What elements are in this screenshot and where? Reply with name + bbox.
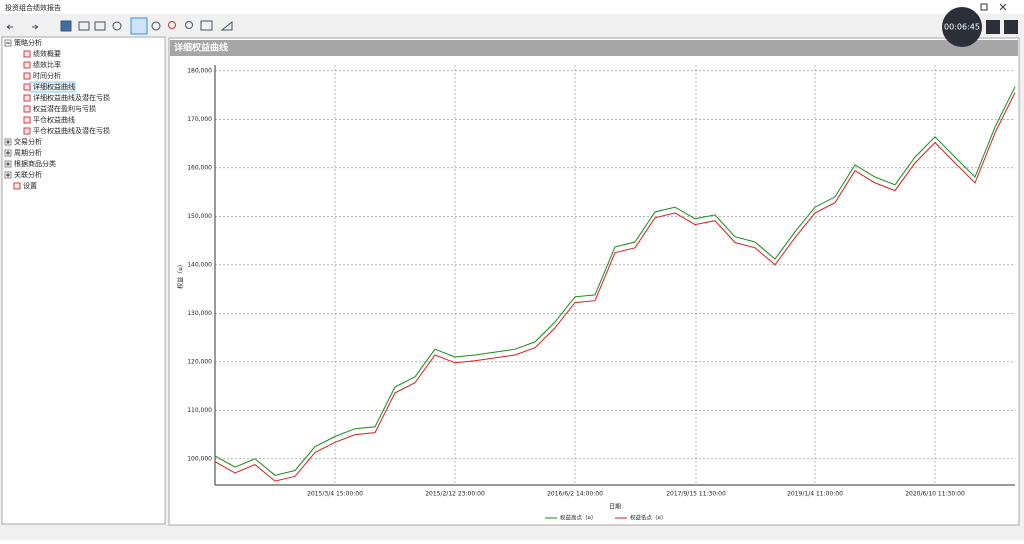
print-button[interactable] <box>94 21 106 31</box>
tree-icon <box>13 182 21 190</box>
tree-icon <box>23 116 31 124</box>
stop-button[interactable] <box>1004 20 1018 34</box>
tree-node[interactable]: 时间分析 <box>33 71 61 80</box>
toolbar <box>6 17 233 35</box>
zoom-in-button[interactable] <box>168 21 176 29</box>
x-tick-label: 2019/1/4 11:00:00 <box>787 491 843 498</box>
y-tick-label: 100,000 <box>187 455 212 462</box>
legend-label: 权益高点（¤） <box>560 514 597 522</box>
tree-icon <box>23 83 31 91</box>
maximize-button[interactable] <box>980 3 988 11</box>
y-tick-label: 140,000 <box>187 261 212 268</box>
tree-node[interactable]: 周期分析 <box>14 148 42 157</box>
cursor-button[interactable] <box>130 17 148 35</box>
tree-node[interactable]: 平仓权益曲线 <box>33 115 75 124</box>
tree-icon <box>23 127 31 135</box>
recording-time: 00:06:45 <box>944 23 980 32</box>
recording-overlay: 00:06:45 <box>942 7 1018 47</box>
chart-button[interactable] <box>220 20 233 31</box>
fit-button[interactable] <box>200 20 213 31</box>
tree-node[interactable]: 权益潜在盈利与亏损 <box>33 104 96 113</box>
y-tick-label: 120,000 <box>187 358 212 365</box>
x-tick-label: 2017/9/15 11:30:00 <box>666 491 726 498</box>
tree-node[interactable]: 平仓权益曲线及潜在亏损 <box>33 126 110 135</box>
y-tick-label: 130,000 <box>187 310 212 317</box>
tree-icon <box>23 72 31 80</box>
y-tick-label: 160,000 <box>187 164 212 171</box>
legend-label: 权益低点（¤） <box>630 514 667 522</box>
zoom-out-button[interactable] <box>185 21 193 29</box>
tree-node[interactable]: 绩效概要 <box>33 49 61 58</box>
tree-icon <box>23 61 31 69</box>
tree-node[interactable]: 关联分析 <box>14 170 42 179</box>
tree-node[interactable]: 绩效比率 <box>33 60 61 69</box>
x-tick-label: 2016/6/2 14:00:00 <box>547 491 603 498</box>
tree-node[interactable]: 策略分析 <box>14 38 42 47</box>
x-tick-label: 2015/3/4 15:00:00 <box>307 491 363 498</box>
y-tick-label: 110,000 <box>187 407 212 414</box>
tree-node[interactable]: 交易分析 <box>14 137 42 146</box>
tree-node[interactable]: 根据商品分类 <box>14 159 56 168</box>
close-button[interactable] <box>999 3 1007 11</box>
y-tick-label: 180,000 <box>187 67 212 74</box>
back-button[interactable] <box>6 24 13 30</box>
expander-sign <box>6 162 10 166</box>
series-line <box>214 86 1016 476</box>
panel-header <box>170 40 1018 56</box>
y-axis-label: 权益（¤） <box>177 261 185 289</box>
x-tick-label: 2015/2/12 23:00:00 <box>425 491 485 498</box>
pause-button[interactable] <box>986 20 1000 34</box>
title-bar <box>0 0 1024 14</box>
tree-node[interactable]: 详细权益曲线及潜在亏损 <box>33 93 110 102</box>
expander-sign <box>6 151 10 155</box>
x-tick-label: 2020/6/10 11:30:00 <box>905 491 965 498</box>
settings-button[interactable] <box>112 21 122 31</box>
tree-icon <box>23 94 31 102</box>
recording-badge <box>942 7 982 47</box>
tree-node[interactable]: 详细权益曲线 <box>33 82 75 91</box>
y-tick-label: 170,000 <box>187 116 212 123</box>
pan-button[interactable] <box>151 21 161 31</box>
chart-panel <box>168 37 1020 526</box>
open-button[interactable] <box>78 21 90 31</box>
series-line <box>214 92 1016 482</box>
panel-title: 详细权益曲线 <box>174 42 228 54</box>
save-button[interactable] <box>60 20 72 32</box>
tree: 策略分析绩效概要绩效比率时间分析详细权益曲线详细权益曲线及潜在亏损权益潜在盈利与… <box>4 38 110 190</box>
tree-node[interactable]: 设置 <box>23 181 37 190</box>
tree-icon <box>23 50 31 58</box>
y-tick-label: 150,000 <box>187 213 212 220</box>
window-title: 投资组合绩效报告 <box>5 3 61 12</box>
x-axis-label: 日期 <box>609 503 621 511</box>
expander-sign <box>6 140 10 144</box>
forward-button[interactable] <box>32 24 39 30</box>
tree-icon <box>23 105 31 113</box>
expander-sign <box>6 173 10 177</box>
